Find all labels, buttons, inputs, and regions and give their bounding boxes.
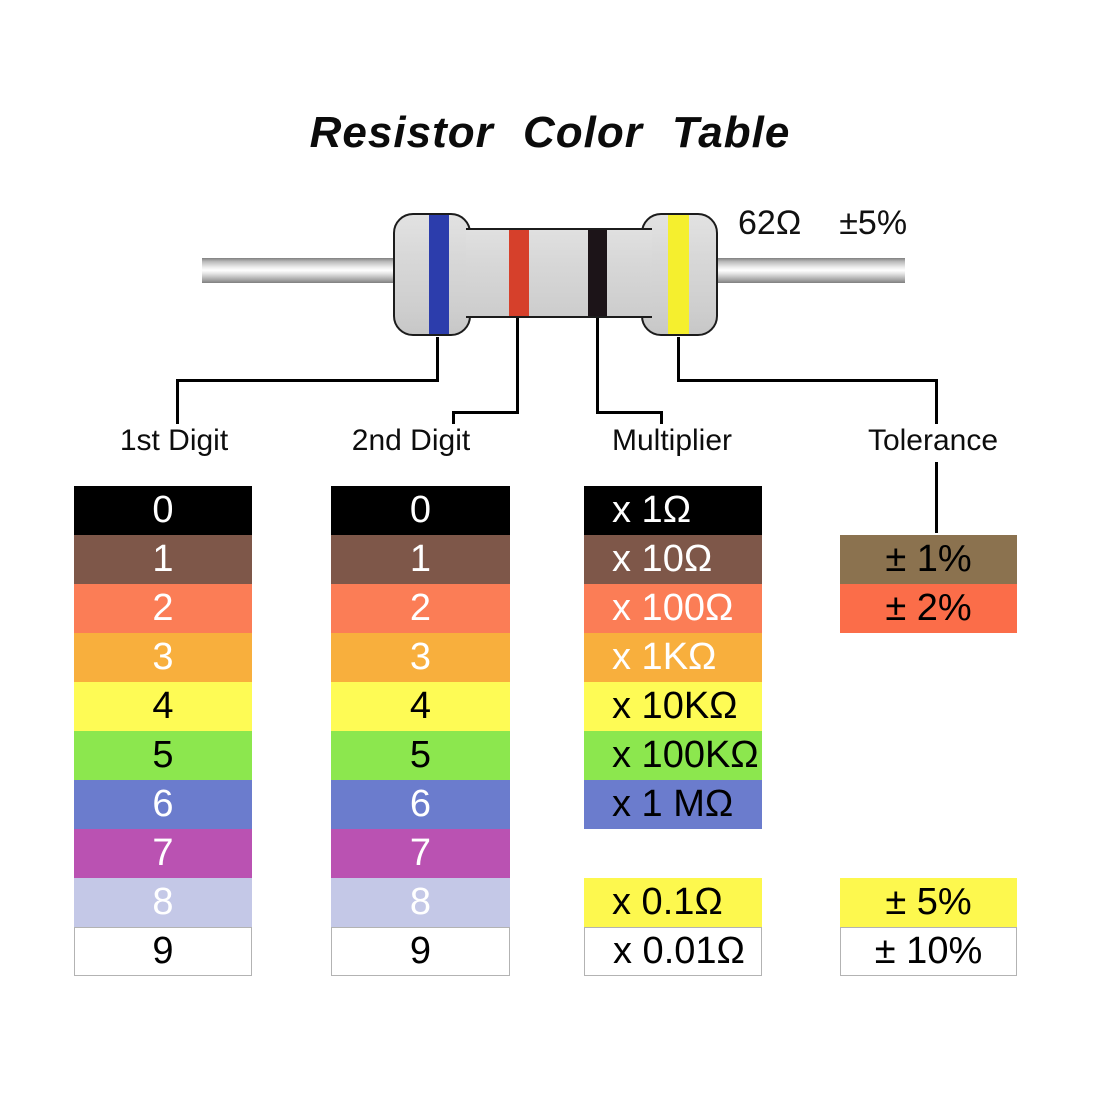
- table-row: ± 2%: [840, 584, 1017, 633]
- table-row: x 0.01Ω: [584, 927, 762, 976]
- resistor-band-yellow: [668, 215, 689, 334]
- table-row: 9: [331, 927, 510, 976]
- connector-line-multiplier: [660, 411, 663, 424]
- table-multiplier-extra: x 0.1Ω x 0.01Ω: [584, 878, 762, 976]
- table-row: 1: [331, 535, 510, 584]
- table-row: 2: [74, 584, 252, 633]
- table-row: x 1Ω: [584, 486, 762, 535]
- table-row: 8: [74, 878, 252, 927]
- connector-line-1st-digit: [436, 337, 439, 382]
- table-row: x 1 MΩ: [584, 780, 762, 829]
- table-row: 5: [74, 731, 252, 780]
- page-title: Resistor Color Table: [309, 108, 791, 157]
- table-row: x 10KΩ: [584, 682, 762, 731]
- table-row: 0: [331, 486, 510, 535]
- connector-line-tolerance: [677, 337, 680, 382]
- table-row: 3: [331, 633, 510, 682]
- table-row: ± 10%: [840, 927, 1017, 976]
- connector-line-2nd-digit: [452, 411, 519, 414]
- connector-line-tolerance: [935, 379, 938, 424]
- table-row: x 0.1Ω: [584, 878, 762, 927]
- table-row: x 10Ω: [584, 535, 762, 584]
- table-row: x 100KΩ: [584, 731, 762, 780]
- table-row: 3: [74, 633, 252, 682]
- connector-line-1st-digit: [176, 379, 179, 424]
- resistor-lead-right: [713, 258, 905, 283]
- connector-line-2nd-digit: [452, 411, 455, 424]
- table-row: 1: [74, 535, 252, 584]
- table-row: 4: [331, 682, 510, 731]
- table-row: 4: [74, 682, 252, 731]
- table-row: 5: [331, 731, 510, 780]
- table-row: 7: [331, 829, 510, 878]
- resistor-band-red: [509, 230, 529, 316]
- connector-line-multiplier: [596, 318, 599, 414]
- resistor-band-black: [588, 230, 607, 316]
- table-row: 8: [331, 878, 510, 927]
- table-row: 2: [331, 584, 510, 633]
- column-label-1st-digit: 1st Digit: [119, 424, 229, 457]
- table-row: x 100Ω: [584, 584, 762, 633]
- column-label-multiplier: Multiplier: [611, 424, 733, 457]
- table-row: ± 1%: [840, 535, 1017, 584]
- connector-line-tolerance: [677, 379, 938, 382]
- table-row: 6: [74, 780, 252, 829]
- table-row: 0: [74, 486, 252, 535]
- table-row: 6: [331, 780, 510, 829]
- connector-line-tolerance-table: [935, 462, 938, 533]
- table-row: x 1KΩ: [584, 633, 762, 682]
- table-1st-digit: 0 1 2 3 4 5 6 7 8 9: [74, 486, 252, 976]
- table-multiplier: x 1Ω x 10Ω x 100Ω x 1KΩ x 10KΩ x 100KΩ x…: [584, 486, 762, 829]
- column-label-2nd-digit: 2nd Digit: [351, 424, 471, 457]
- table-row: ± 5%: [840, 878, 1017, 927]
- table-row: 9: [74, 927, 252, 976]
- resistor-body-middle: [466, 228, 652, 318]
- table-2nd-digit: 0 1 2 3 4 5 6 7 8 9: [331, 486, 510, 976]
- resistor-value-label: 62Ω ±5%: [738, 204, 907, 243]
- table-tolerance-extra: ± 5% ± 10%: [840, 878, 1017, 976]
- connector-line-multiplier: [596, 411, 663, 414]
- tolerance-value: ±5%: [839, 204, 908, 242]
- table-row: 7: [74, 829, 252, 878]
- connector-line-2nd-digit: [516, 318, 519, 414]
- resistor-band-blue: [429, 215, 449, 334]
- connector-line-1st-digit: [176, 379, 439, 382]
- table-tolerance: ± 1% ± 2%: [840, 535, 1017, 633]
- resistor-lead-left: [202, 258, 398, 283]
- resistance-value: 62Ω: [738, 204, 802, 242]
- column-label-tolerance: Tolerance: [867, 424, 999, 457]
